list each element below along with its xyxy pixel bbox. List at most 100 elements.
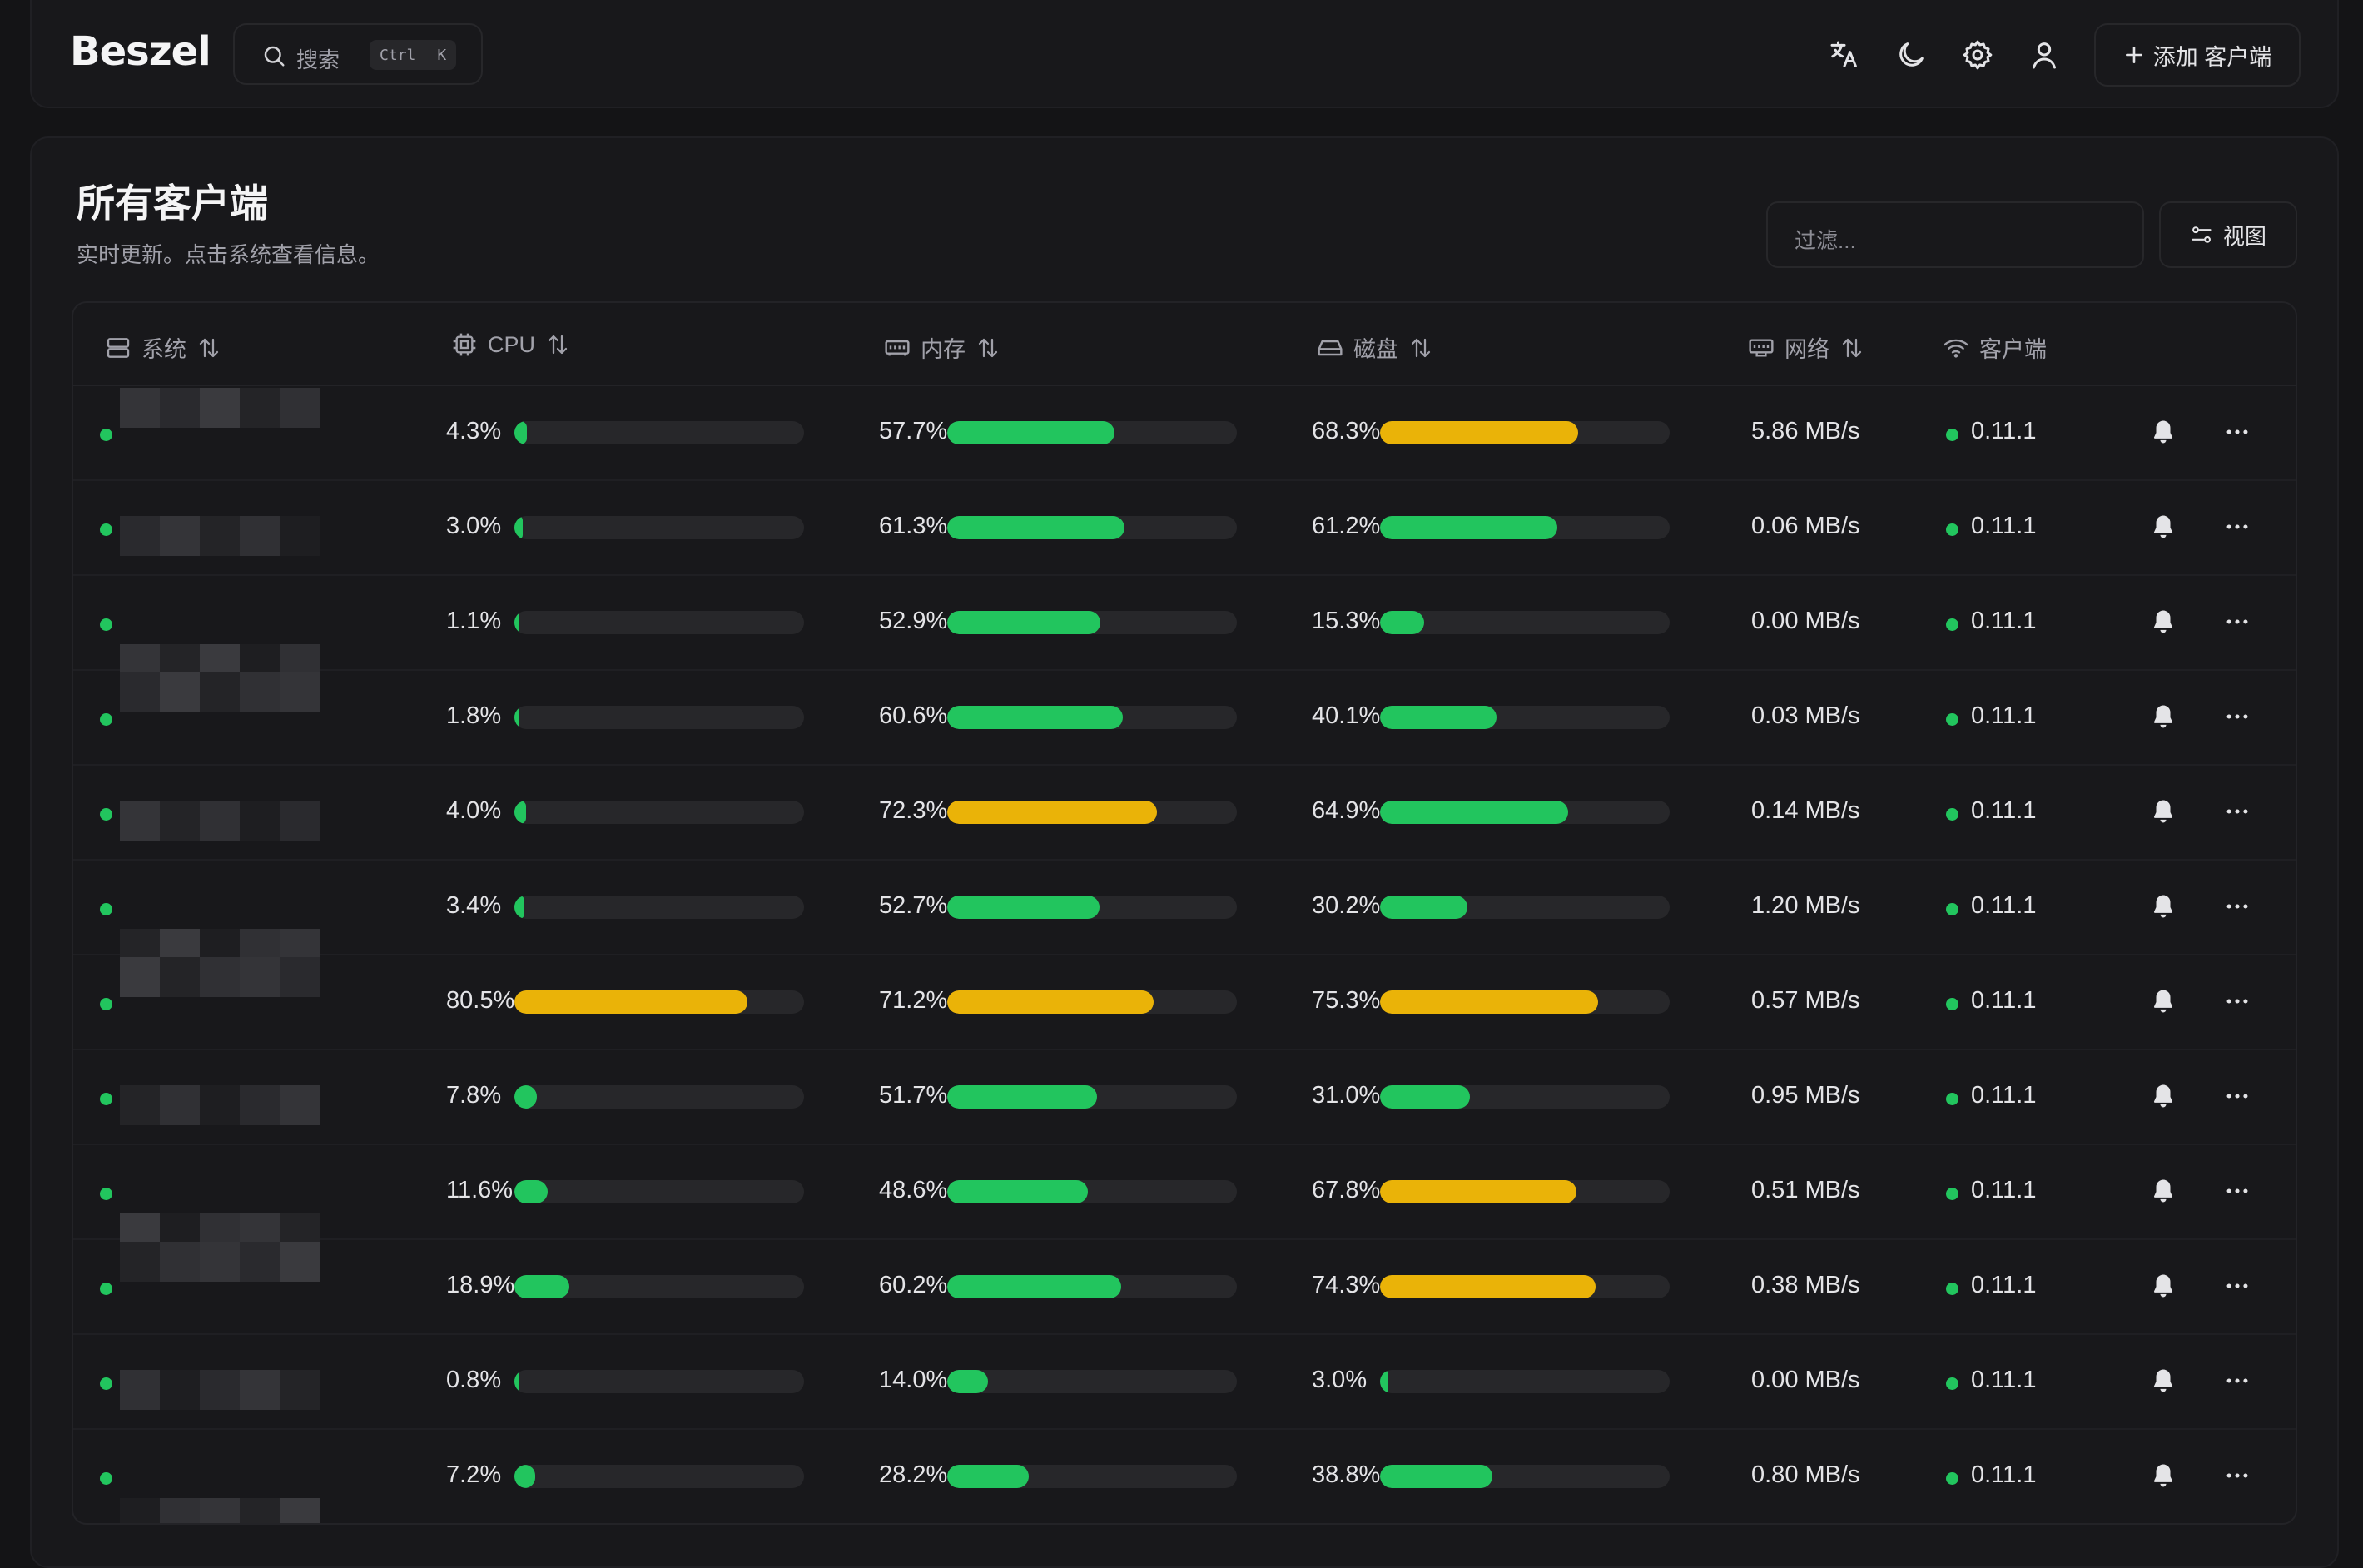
more-options-icon[interactable] [2222,513,2252,545]
disk-usage-value: 74.3% [1312,1272,1381,1298]
system-name-redacted[interactable] [120,664,345,772]
disk-usage-fill [1380,1370,1389,1393]
table-row[interactable]: 7.2% 28.2% 38.8% 0.80 MB/s 0.11.1 [73,1430,2296,1523]
more-options-icon[interactable] [2222,1082,2252,1114]
more-options-icon[interactable] [2222,1367,2252,1399]
table-row[interactable]: 0.8% 14.0% 3.0% 0.00 MB/s 0.11.1 [73,1335,2296,1430]
column-network[interactable]: 网络 [1748,331,1864,364]
bell-icon[interactable] [2149,1082,2177,1114]
disk-usage-value: 3.0% [1312,1367,1368,1393]
view-options-button[interactable]: 视图 [2159,201,2297,268]
more-options-icon[interactable] [2222,702,2252,735]
system-name-redacted[interactable] [120,569,345,684]
table-row[interactable]: 3.4% 52.7% 30.2% 1.20 MB/s 0.11.1 [73,861,2296,969]
filter-placeholder: 过滤... [1795,228,1856,253]
cpu-usage-bar [514,1275,804,1298]
server-icon [107,337,130,358]
cpu-usage-bar [514,801,804,824]
more-options-icon[interactable] [2222,987,2252,1020]
system-name-redacted[interactable] [120,380,345,488]
bell-icon[interactable] [2149,1272,2177,1304]
network-rate: 5.86 MB/s [1751,418,1860,444]
cpu-usage-value: 4.0% [446,797,502,824]
bell-icon[interactable] [2149,418,2177,450]
system-name-redacted[interactable] [120,1328,345,1437]
more-options-icon[interactable] [2222,797,2252,830]
more-options-icon[interactable] [2222,1272,2252,1304]
table-row[interactable]: 3.0% 61.3% 61.2% 0.06 MB/s 0.11.1 [73,481,2296,576]
more-options-icon[interactable] [2222,1177,2252,1209]
disk-usage-bar [1380,801,1670,824]
disk-usage-value: 30.2% [1312,892,1381,919]
more-options-icon[interactable] [2222,608,2252,640]
system-name-redacted[interactable] [120,1139,345,1253]
theme-toggle-button[interactable] [1893,37,1929,73]
sort-icon [1842,338,1862,357]
bell-icon[interactable] [2149,1461,2177,1494]
add-client-button[interactable]: 添加 客户端 [2094,23,2301,87]
system-name-redacted[interactable] [120,759,345,867]
language-button[interactable] [1826,37,1863,73]
bell-icon[interactable] [2149,797,2177,830]
table-row[interactable]: 1.1% 52.9% 15.3% 0.00 MB/s 0.11.1 [73,576,2296,684]
account-button[interactable] [2026,37,2063,73]
wifi-icon [1944,339,1968,358]
app-logo[interactable]: Beszel [70,28,211,75]
more-options-icon[interactable] [2222,1461,2252,1494]
table-row[interactable]: 11.6% 48.6% 67.8% 0.51 MB/s 0.11.1 [73,1145,2296,1253]
column-memory[interactable]: 内存 [884,331,1000,364]
system-name-redacted[interactable] [120,1044,345,1152]
page-subtitle: 实时更新。点击系统查看信息。 [77,242,380,267]
agent-version: 0.11.1 [1971,702,2037,729]
agent-version: 0.11.1 [1971,418,2037,444]
bell-icon[interactable] [2149,702,2177,735]
bell-icon[interactable] [2149,892,2177,925]
disk-usage-value: 38.8% [1312,1461,1381,1488]
table-row[interactable]: 4.0% 72.3% 64.9% 0.14 MB/s 0.11.1 [73,766,2296,861]
plus-icon [2125,47,2142,63]
cpu-usage-value: 4.3% [446,418,502,444]
table-row[interactable]: 1.8% 60.6% 40.1% 0.03 MB/s 0.11.1 [73,671,2296,766]
sort-icon [548,335,568,355]
status-indicator [100,713,112,726]
bell-icon[interactable] [2149,1177,2177,1209]
bell-icon[interactable] [2149,1367,2177,1399]
table-row[interactable]: 80.5% 71.2% 75.3% 0.57 MB/s 0.11.1 [73,955,2296,1050]
bell-icon[interactable] [2149,987,2177,1020]
system-name-redacted[interactable] [120,1423,345,1523]
table-row[interactable]: 7.8% 51.7% 31.0% 0.95 MB/s 0.11.1 [73,1050,2296,1145]
memory-usage-bar [947,421,1237,444]
cpu-usage-fill [514,611,519,634]
settings-button[interactable] [1959,37,1996,73]
shortcut-key: K [437,46,447,64]
system-name-redacted[interactable] [120,854,345,969]
gear-icon [1963,40,1993,70]
column-agent[interactable]: 客户端 [1943,331,2047,364]
memory-usage-value: 60.6% [879,702,948,729]
agent-version: 0.11.1 [1971,1367,2037,1393]
agent-status-indicator [1946,903,1958,915]
more-options-icon[interactable] [2222,418,2252,450]
search-button[interactable]: 搜索 Ctrl K [233,23,483,85]
column-system[interactable]: 系统 [105,331,221,364]
memory-usage-value: 60.2% [879,1272,948,1298]
bell-icon[interactable] [2149,513,2177,545]
disk-usage-fill [1380,1180,1576,1203]
memory-usage-bar [947,706,1237,729]
memory-usage-bar [947,611,1237,634]
system-name-redacted[interactable] [120,949,345,1057]
more-options-icon[interactable] [2222,892,2252,925]
bell-icon[interactable] [2149,608,2177,640]
system-name-redacted[interactable] [120,474,345,583]
memory-usage-fill [947,611,1101,634]
column-disk[interactable]: 磁盘 [1317,331,1433,364]
table-row[interactable]: 4.3% 57.7% 68.3% 5.86 MB/s 0.11.1 [73,386,2296,481]
column-cpu[interactable]: CPU [451,331,570,358]
cpu-usage-value: 11.6% [446,1177,514,1203]
table-row[interactable]: 18.9% 60.2% 74.3% 0.38 MB/s 0.11.1 [73,1240,2296,1335]
system-name-redacted[interactable] [120,1233,345,1342]
cpu-usage-fill [514,1465,536,1488]
filter-input[interactable]: 过滤... [1766,201,2144,268]
cpu-usage-fill [514,1275,569,1298]
status-indicator [100,1093,112,1105]
